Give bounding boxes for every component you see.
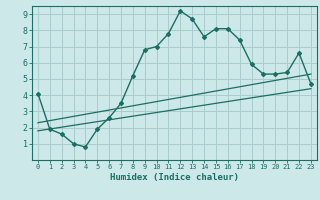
X-axis label: Humidex (Indice chaleur): Humidex (Indice chaleur) xyxy=(110,173,239,182)
